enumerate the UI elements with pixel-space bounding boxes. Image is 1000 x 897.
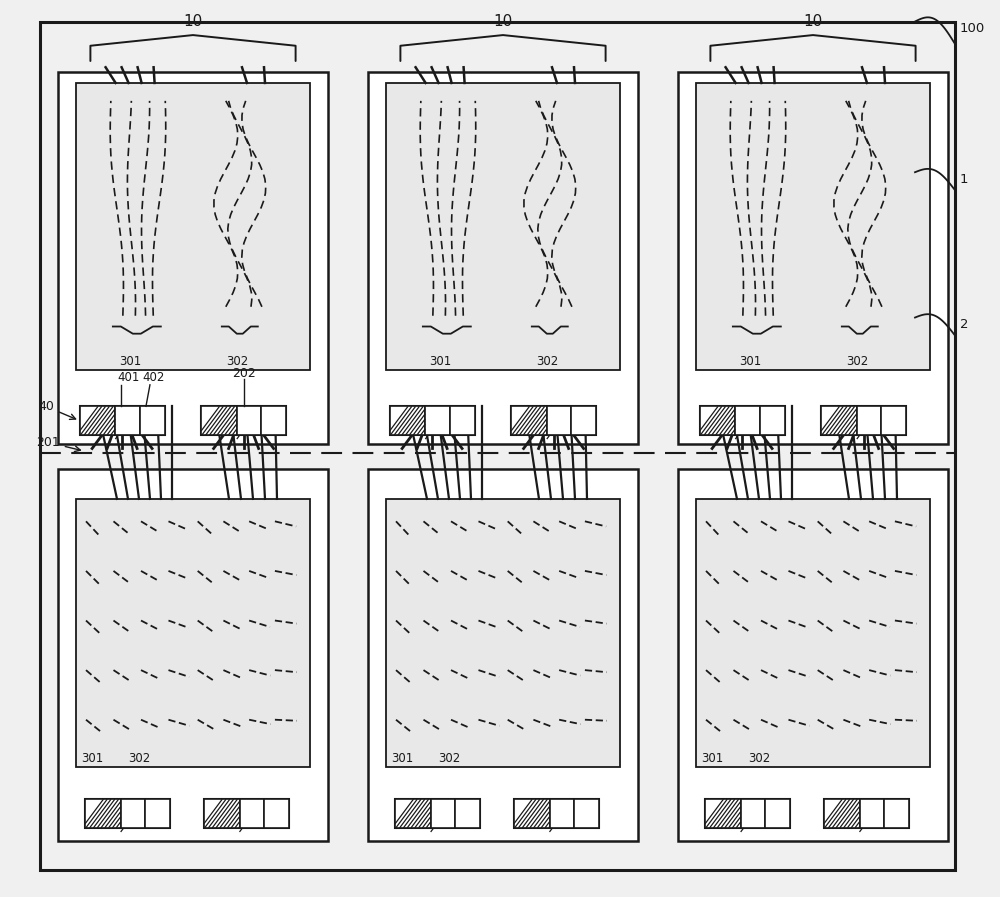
Bar [145, 799, 170, 828]
Bar [115, 406, 140, 435]
Bar [85, 799, 170, 828]
Bar [547, 406, 571, 435]
Bar [395, 799, 431, 828]
Text: 301: 301 [81, 753, 103, 765]
Bar [824, 799, 860, 828]
Text: 301: 301 [391, 753, 413, 765]
Text: 1: 1 [960, 173, 969, 186]
Bar [386, 499, 620, 767]
Text: 301: 301 [739, 355, 761, 368]
Bar [678, 469, 948, 841]
Bar [76, 83, 310, 370]
Bar [884, 799, 909, 828]
Bar [696, 83, 930, 370]
Bar [204, 799, 240, 828]
Bar [881, 406, 906, 435]
Text: 302: 302 [536, 355, 558, 368]
Bar [705, 799, 741, 828]
Text: 10: 10 [183, 14, 203, 29]
Text: 302: 302 [226, 355, 248, 368]
Bar [425, 406, 450, 435]
Bar [85, 799, 121, 828]
Bar [821, 406, 857, 435]
Bar [574, 799, 599, 828]
Bar [765, 799, 790, 828]
Text: 10: 10 [493, 14, 513, 29]
Text: 402: 402 [142, 371, 164, 384]
Bar [204, 799, 289, 828]
Bar [264, 799, 289, 828]
Bar [240, 799, 264, 828]
Bar [514, 799, 599, 828]
Bar [705, 799, 790, 828]
Bar [678, 72, 948, 444]
Bar [571, 406, 596, 435]
Bar [455, 799, 480, 828]
Bar [821, 406, 906, 435]
Bar [121, 799, 145, 828]
Text: 40: 40 [38, 400, 76, 420]
Bar [368, 72, 638, 444]
Bar [80, 406, 115, 435]
Bar [386, 83, 620, 370]
Text: 301: 301 [429, 355, 451, 368]
Text: 302: 302 [748, 753, 770, 765]
Bar [237, 406, 261, 435]
Bar [58, 469, 328, 841]
Text: 302: 302 [128, 753, 150, 765]
Text: 2: 2 [960, 318, 969, 331]
Bar [431, 799, 455, 828]
Bar [514, 799, 550, 828]
Bar [696, 499, 930, 767]
Text: 201: 201 [36, 436, 80, 451]
Bar [511, 406, 596, 435]
Bar [735, 406, 760, 435]
Bar [741, 799, 765, 828]
Text: 301: 301 [701, 753, 723, 765]
Bar [201, 406, 286, 435]
Bar [700, 406, 735, 435]
Bar [857, 406, 881, 435]
Bar [390, 406, 475, 435]
Bar [511, 406, 547, 435]
Bar [390, 406, 425, 435]
Bar [450, 406, 475, 435]
Text: 401: 401 [117, 371, 140, 384]
Bar [760, 406, 785, 435]
Bar [261, 406, 286, 435]
Bar [368, 469, 638, 841]
Bar [550, 799, 574, 828]
Text: 100: 100 [960, 22, 985, 35]
Bar [76, 499, 310, 767]
Text: 302: 302 [438, 753, 460, 765]
Bar [824, 799, 909, 828]
Bar [700, 406, 785, 435]
Text: 301: 301 [119, 355, 141, 368]
Bar [140, 406, 165, 435]
Bar [395, 799, 480, 828]
Bar [201, 406, 237, 435]
Bar [80, 406, 165, 435]
Text: 202: 202 [232, 367, 255, 379]
Bar [58, 72, 328, 444]
Text: 302: 302 [846, 355, 868, 368]
Bar [860, 799, 884, 828]
Text: 10: 10 [803, 14, 823, 29]
